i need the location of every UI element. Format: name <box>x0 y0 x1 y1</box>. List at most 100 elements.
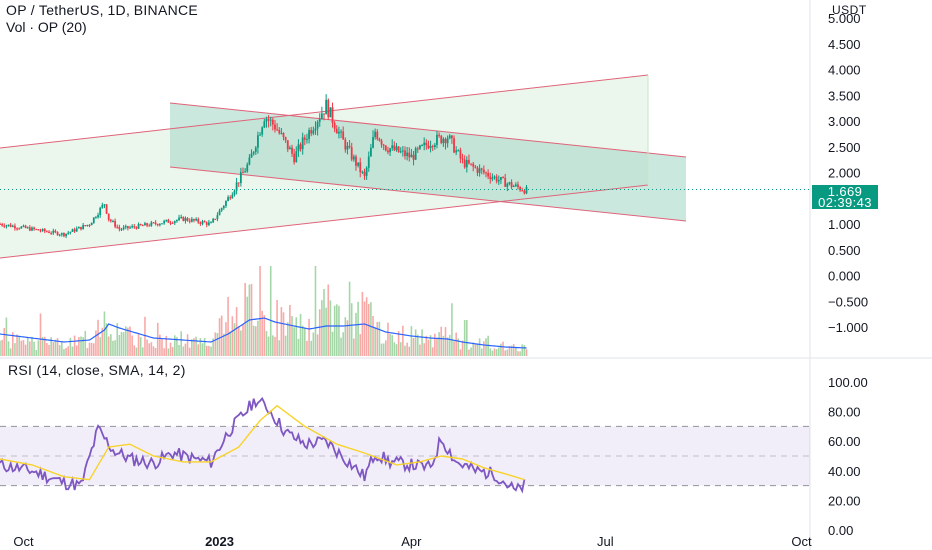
candle-body <box>188 220 191 222</box>
volume-bar <box>41 336 44 356</box>
volume-bar <box>363 301 366 356</box>
volume-bar <box>237 326 240 356</box>
volume-bar <box>485 338 487 356</box>
volume-bar <box>39 313 42 356</box>
volume-bar <box>372 316 374 356</box>
candle-body <box>303 137 306 140</box>
candle-body <box>397 146 400 153</box>
candle-body <box>60 233 63 235</box>
volume-bar <box>359 334 362 356</box>
volume-bar <box>210 346 212 356</box>
candle-body <box>433 144 436 147</box>
candle-body <box>346 145 349 150</box>
volume-bar <box>446 337 449 356</box>
volume-bar <box>80 336 82 356</box>
volume-bar <box>483 341 485 356</box>
candle-body <box>182 216 185 221</box>
volume-bar <box>11 332 14 356</box>
volume-bar <box>374 327 376 356</box>
volume-bar <box>24 344 27 356</box>
volume-bar <box>306 340 308 356</box>
candle-body <box>161 223 163 225</box>
candle-body <box>380 140 383 145</box>
candle-body <box>306 139 308 141</box>
volume-bar <box>69 337 72 356</box>
volume-bar <box>191 339 193 356</box>
candle-body <box>231 194 234 199</box>
volume-bar <box>75 345 78 356</box>
volume-bar <box>497 347 500 356</box>
symbol-legend[interactable]: OP / TetherUS, 1D, BINANCE <box>6 2 198 18</box>
volume-ma-line <box>0 317 527 349</box>
volume-legend[interactable]: Vol · OP (20) <box>6 19 87 35</box>
volume-bar <box>480 348 483 356</box>
candle-body <box>423 142 426 146</box>
volume-bar <box>242 324 244 356</box>
volume-bar <box>431 347 434 356</box>
volume-bar <box>105 323 108 356</box>
volume-bar <box>159 334 161 356</box>
candle-body <box>88 224 91 226</box>
volume-bar <box>280 307 283 356</box>
candle-body <box>348 145 351 148</box>
volume-bar <box>46 342 48 356</box>
price-tick-label: 0.500 <box>828 243 861 258</box>
candle-body <box>263 121 266 128</box>
candle-body <box>139 224 142 226</box>
candle-body <box>391 145 394 149</box>
candle-body <box>265 119 268 122</box>
candle-body <box>461 158 464 160</box>
volume-bar <box>127 327 129 356</box>
volume-bar <box>414 329 417 356</box>
volume-bar <box>129 326 131 356</box>
volume-bar <box>154 348 157 356</box>
candle-body <box>286 140 289 150</box>
volume-bar <box>389 333 391 356</box>
volume-bar <box>489 348 492 356</box>
volume-bar <box>267 336 270 356</box>
volume-bar <box>365 297 368 356</box>
candle-body <box>259 134 261 136</box>
volume-bar <box>265 331 268 356</box>
candle-body <box>109 219 112 222</box>
volume-bar <box>457 338 460 356</box>
candle-body <box>446 138 449 144</box>
volume-bar <box>453 341 455 356</box>
volume-bar <box>99 337 101 356</box>
volume-bar <box>478 338 481 356</box>
rsi-tick-label: 0.00 <box>828 523 853 538</box>
volume-bar <box>184 343 187 356</box>
candle-body <box>421 145 423 147</box>
candle-body <box>517 184 519 188</box>
volume-bar <box>346 320 349 356</box>
candle-body <box>521 190 524 192</box>
candle-body <box>95 217 97 219</box>
rsi-tick-label: 100.00 <box>828 375 868 390</box>
candle-body <box>508 182 511 184</box>
volume-bar <box>218 318 221 356</box>
candle-body <box>195 218 198 221</box>
volume-bar <box>466 320 468 356</box>
volume-bar <box>86 348 89 356</box>
volume-bar <box>97 319 99 356</box>
candle-body <box>107 213 110 220</box>
volume-bar <box>387 322 389 356</box>
candle-body <box>476 167 479 173</box>
candle-body <box>137 224 140 229</box>
time-axis-label: 2023 <box>205 534 234 549</box>
candle-body <box>65 233 67 237</box>
rsi-band-fill <box>0 426 810 486</box>
trend-channels[interactable] <box>0 74 687 259</box>
volume-bar <box>150 342 153 356</box>
volume-bar <box>504 350 506 356</box>
rsi-legend[interactable]: RSI (14, close, SMA, 14, 2) <box>8 362 186 378</box>
volume-bar <box>333 305 336 356</box>
candle-body <box>378 138 381 141</box>
candle-body <box>135 227 138 229</box>
volume-bar <box>286 322 289 356</box>
candle-body <box>419 145 421 149</box>
time-axis-label: Oct <box>791 534 812 549</box>
volume-bar <box>212 338 214 356</box>
candle-body <box>316 121 319 129</box>
